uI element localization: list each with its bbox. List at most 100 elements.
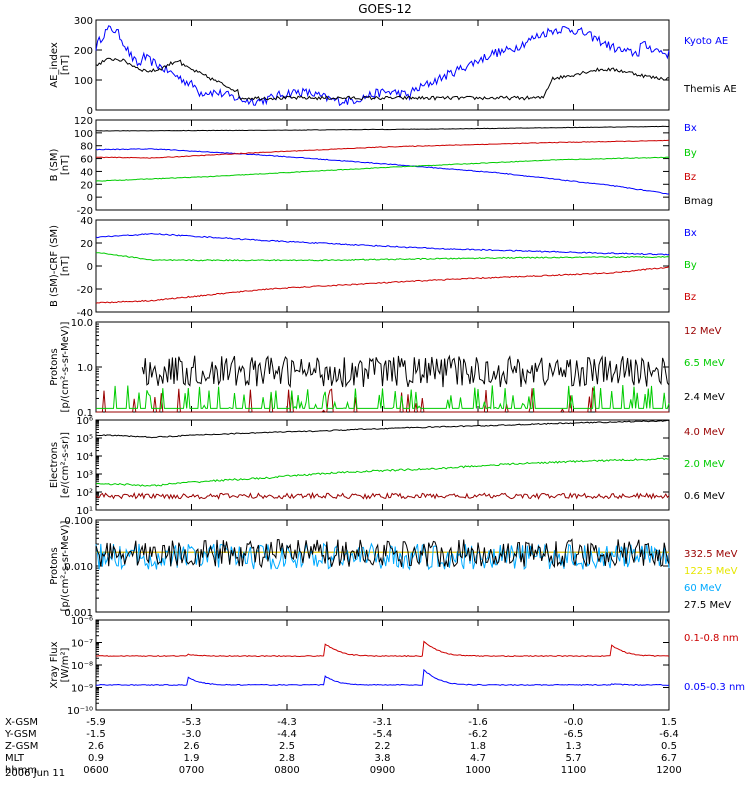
legend-entry: 2.4 MeV [684,392,725,403]
y-axis-label: Xray Flux[W/m²] [49,641,71,688]
series-line-2-0-mev [96,457,670,487]
series-line-12-mev [96,387,669,413]
y-tick-label: 0.100 [64,516,93,527]
series-line-4-0-mev [95,491,670,500]
legend-entry: 12 MeV [684,326,722,337]
y-tick-label: 100 [74,76,93,87]
legend-entry: Bx [684,228,697,239]
y-tick-label: 300 [74,16,93,27]
series-line-0-05-0-3-nm [95,668,670,686]
series-line-6-5-mev [96,384,670,410]
x-axis-value: -6.5 [564,729,584,740]
panel-0: 0 100 200 300 AE_index[nT] Kyoto AE Themis AE [49,16,737,117]
y-tick-label: -20 [77,285,93,296]
x-axis-value: 2.2 [375,741,391,752]
x-axis-value: -5.9 [86,717,106,728]
y-tick-label: 60 [80,155,93,166]
x-axis-value: 0600 [83,765,108,776]
y-tick-label: 0.1 [77,408,93,419]
series-line-themis-ae [95,57,670,101]
series-line-bz [95,266,670,304]
panel-frame [95,119,670,211]
x-axis-value: -1.5 [86,729,106,740]
legend-entry: By [684,260,697,271]
y-tick-label: 10⁻⁷ [71,639,93,650]
y-tick-label: 10⁻⁶ [71,616,93,627]
legend-entry: Bmag [684,196,713,207]
legend-entry: 2.0 MeV [684,459,725,470]
y-tick-label: 10⁻⁹ [71,684,93,695]
x-axis-value: 1200 [656,765,681,776]
x-axis-value: 1.8 [470,741,486,752]
x-axis-value: -4.4 [277,729,297,740]
y-tick-label: 0 [87,262,93,273]
y-tick-label: 0.010 [64,562,93,573]
y-axis-label: AE_index[nT] [49,42,71,88]
legend-entry: 0.6 MeV [684,491,725,502]
series-line-bz [96,139,670,159]
x-axis-value: -6.2 [468,729,488,740]
x-axis-value: 6.7 [661,753,677,764]
legend-entry: 0.05-0.3 nm [684,682,745,693]
x-axis-row-label: Y-GSM [4,729,37,740]
x-axis-value: 0900 [370,765,395,776]
y-tick-label: 40 [80,216,93,227]
x-axis-value: -4.3 [277,717,297,728]
series-line-27-5-mev [95,538,670,569]
series-line-bx [95,232,670,256]
y-tick-label: -20 [77,206,93,217]
series-line-bx [95,148,670,195]
x-axis-value: 2.6 [88,741,104,752]
legend-entry: Bx [684,123,697,134]
y-tick-label: 20 [80,239,93,250]
x-axis-value: 0700 [179,765,204,776]
y-axis-label: Protons[p/(cm²-s-sr-MeV)] [49,321,71,412]
x-axis-value: 1100 [561,765,586,776]
y-axis-label: Protons[p/(cm²-s-sr-MeV)] [49,520,71,611]
series-line-0-1-0-8-nm [95,640,670,658]
panel-4: 10¹ 10² 10³ 10⁴ 10⁵ 10⁶ Electrons[e/(cm²-s-sr)… [49,416,725,517]
legend-entry: 0.1-0.8 nm [684,633,739,644]
y-tick-label: 0 [87,193,93,204]
x-axis-value: 4.7 [470,753,486,764]
series-line-2-4-mev [141,354,670,389]
panel-2: -40 -20 0 20 40 B (SM)-CRF (SM)[nT] Bx By Bz [49,216,697,319]
x-axis-value: -3.1 [373,717,393,728]
y-tick-label: 10³ [76,470,93,481]
x-axis-row-label: MLT [5,753,25,764]
y-axis-label: B (SM)[nT] [49,148,71,181]
x-axis-value: 2.6 [184,741,200,752]
y-tick-label: 0.001 [64,608,93,619]
x-axis-value: 0800 [274,765,299,776]
series-line-by [95,252,670,262]
x-axis-value: 1.9 [184,753,200,764]
y-tick-label: 100 [74,129,93,140]
legend-entry: 4.0 MeV [684,427,725,438]
y-tick-label: 10⁻¹⁰ [67,706,93,717]
x-axis-table: X-GSMY-GSMZ-GSMMLThhmm-5.9-1.52.60.90600… [4,717,682,776]
date-label: 2006 Jun 11 [5,768,65,779]
y-tick-label: 120 [74,116,93,127]
legend-entry: Bz [684,172,696,183]
legend-entry: Bz [684,292,696,303]
y-tick-label: 20 [80,180,93,191]
legend-entry: 60 MeV [684,583,722,594]
legend-entry: 332.5 MeV [684,549,738,560]
series-line-by [95,156,670,182]
y-axis-label: B (SM)-CRF (SM)[nT] [49,225,71,307]
legend-entry: By [684,148,697,159]
y-tick-label: 200 [74,46,93,57]
x-axis-value: 0.9 [88,753,104,764]
y-tick-label: 10⁴ [76,452,93,463]
legend-entry: 122.5 MeV [684,566,738,577]
x-axis-value: -6.4 [659,729,679,740]
x-axis-value: 2.5 [279,741,295,752]
y-tick-label: 10⁻⁸ [71,661,93,672]
legend-entry: Kyoto AE [684,36,728,47]
x-axis-value: 2.8 [279,753,295,764]
y-tick-label: 0 [87,106,93,117]
panel-frame [95,219,670,313]
